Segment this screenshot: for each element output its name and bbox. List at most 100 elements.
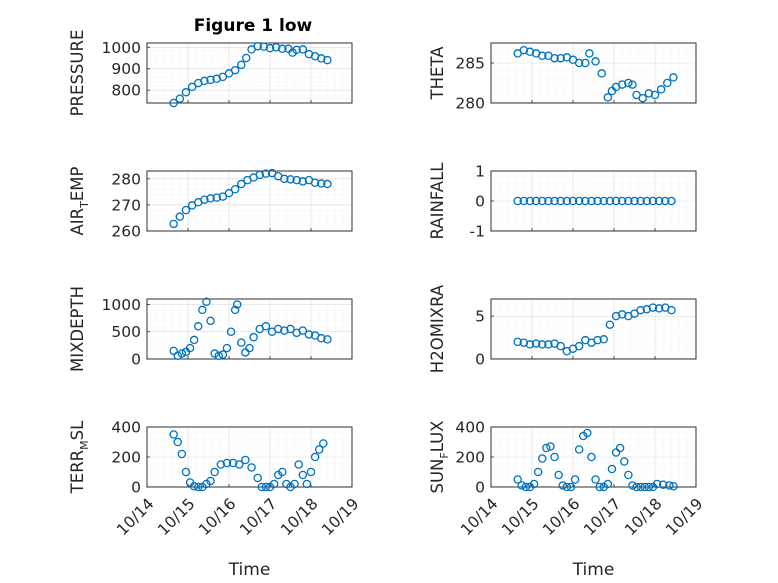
y-tick-label: 800 <box>111 82 141 100</box>
y-tick-label: 1000 <box>102 39 141 57</box>
data-point <box>241 455 250 465</box>
data-point <box>230 185 240 194</box>
data-point <box>310 452 320 462</box>
y-tick-label: 200 <box>111 449 141 467</box>
data-point <box>667 305 676 315</box>
y-tick-label: 0 <box>475 351 485 369</box>
data-point <box>595 482 604 492</box>
data-point <box>319 439 328 448</box>
data-point <box>642 305 652 314</box>
data-point <box>538 454 547 463</box>
y-axis-label: MIXDEPTH <box>68 286 87 372</box>
y-axis-label: THETA <box>428 46 447 101</box>
data-point <box>658 480 668 489</box>
data-point <box>556 53 565 63</box>
data-point <box>617 310 627 319</box>
data-point <box>302 479 312 489</box>
data-point <box>570 475 580 484</box>
subplot-air_temp: 260 270 280 AIRTEMP <box>68 166 353 241</box>
data-point <box>202 297 211 306</box>
data-point <box>230 65 240 75</box>
data-point <box>200 195 209 204</box>
data-point <box>175 212 185 221</box>
data-point <box>574 445 584 454</box>
data-point <box>538 51 547 61</box>
x-tick-label: 10/18 <box>621 495 665 539</box>
data-point <box>525 47 535 57</box>
data-point <box>566 482 576 492</box>
data-point <box>169 219 178 229</box>
data-point <box>323 179 332 189</box>
data-point <box>519 196 529 206</box>
data-point <box>169 346 178 356</box>
data-point <box>181 88 191 97</box>
y-tick-label: -1 <box>470 223 485 241</box>
data-point <box>189 335 199 345</box>
data-point <box>185 343 195 353</box>
data-point <box>222 458 232 468</box>
data-point <box>648 303 658 312</box>
data-point <box>294 460 303 469</box>
data-point <box>261 322 271 331</box>
x-tick-label: 10/14 <box>113 495 157 539</box>
data-point <box>224 188 234 198</box>
data-point <box>218 72 228 82</box>
x-tick-label: 10/17 <box>580 495 624 539</box>
data-point <box>189 481 199 491</box>
data-point <box>599 196 609 206</box>
data-point <box>636 482 645 492</box>
y-tick-label: 5 <box>475 308 485 326</box>
x-tick-label: 10/19 <box>318 495 362 539</box>
data-point <box>226 327 236 336</box>
data-point <box>187 82 197 92</box>
data-point <box>581 196 590 206</box>
data-point <box>661 196 670 206</box>
data-point <box>298 470 308 480</box>
data-point <box>558 481 568 490</box>
data-point <box>568 196 578 206</box>
data-point <box>286 324 295 334</box>
data-point <box>237 179 246 189</box>
data-point <box>206 316 215 326</box>
data-point <box>591 57 600 66</box>
data-point <box>531 339 541 348</box>
data-point <box>654 304 664 313</box>
data-point <box>628 80 637 89</box>
data-point <box>581 58 590 68</box>
y-tick-label: 285 <box>455 55 485 73</box>
data-point <box>298 326 308 335</box>
x-tick-label: 10/18 <box>277 495 321 539</box>
data-point <box>292 45 301 55</box>
data-point <box>656 85 666 94</box>
data-point <box>556 196 565 206</box>
y-tick-label: 0 <box>475 479 485 497</box>
data-point <box>652 479 662 489</box>
data-point <box>210 349 219 358</box>
data-point <box>538 196 547 206</box>
data-point <box>665 481 674 490</box>
data-point <box>550 196 559 206</box>
data-point <box>304 330 314 339</box>
data-point <box>550 53 559 63</box>
data-point <box>290 479 299 489</box>
data-point <box>513 475 522 484</box>
x-tick-label: 10/19 <box>662 495 706 539</box>
data-point <box>206 75 215 85</box>
data-point <box>517 481 527 490</box>
y-axis-label: RAINFALL <box>428 162 447 240</box>
data-point <box>261 482 271 492</box>
y-axis-label: SUNFLUX <box>428 421 451 494</box>
data-point <box>538 340 547 349</box>
data-point <box>280 174 289 184</box>
x-tick-label: 10/16 <box>195 495 239 539</box>
x-axis-label: Time <box>572 560 615 580</box>
data-point <box>669 481 678 491</box>
data-point <box>550 452 559 462</box>
axes-frame <box>490 298 697 360</box>
data-point <box>314 445 324 454</box>
data-point <box>615 443 625 453</box>
x-tick-label: 10/14 <box>457 495 501 539</box>
data-point <box>265 43 275 53</box>
data-point <box>531 196 541 206</box>
